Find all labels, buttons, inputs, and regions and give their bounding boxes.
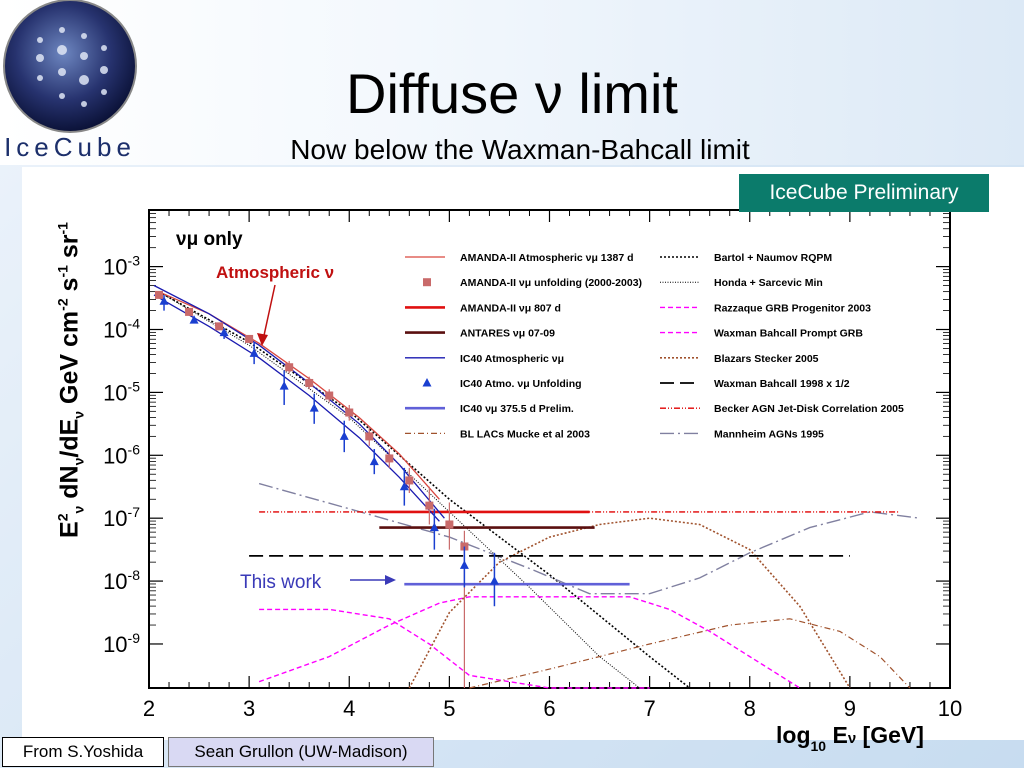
icecube-logo: IceCube <box>3 0 137 162</box>
legend-entry: Blazars Stecker 2005 <box>714 353 819 365</box>
ic40-unfold-point <box>399 481 409 491</box>
legend-entry: Mannheim AGNs 1995 <box>714 428 824 440</box>
page-title: Diffuse ν limit <box>346 62 678 125</box>
plot-background <box>22 167 1024 740</box>
x-tick-label: 5 <box>443 696 455 721</box>
curve-bartol <box>158 291 691 689</box>
amanda-unfold-point <box>285 363 294 372</box>
legend-entry: IC40 Atmospheric νμ <box>460 353 564 365</box>
curve-razzaque <box>259 608 650 689</box>
amanda-unfold-point <box>305 378 314 387</box>
ic40-unfold-point <box>309 403 319 412</box>
legend-entry: AMANDA-II Atmospheric νμ 1387 d <box>460 252 634 264</box>
amanda-unfold-point <box>325 391 334 400</box>
x-tick-label: 8 <box>744 696 756 721</box>
annotation-numu-only: νμ only <box>176 229 243 250</box>
amanda-unfold-point <box>345 408 354 417</box>
curve-wb_prompt <box>258 596 801 689</box>
x-axis-label: log10 Eν [GeV] <box>776 722 924 754</box>
slide-header <box>0 0 1024 165</box>
amanda-unfold-point <box>215 322 224 331</box>
legend-marker <box>423 278 431 287</box>
amanda-unfold-point <box>385 454 394 463</box>
y-axis-label: E2ν dNν/dEν GeV cm-2 s-1 sr-1 <box>54 222 87 538</box>
ic40-unfold-point <box>459 560 469 569</box>
legend-entry: Becker AGN Jet-Disk Correlation 2005 <box>714 403 904 415</box>
amanda-unfold-point <box>365 432 374 441</box>
y-tick-label: 10-4 <box>103 316 140 343</box>
page-subtitle: Now below the Waxman-Bahcall limit <box>290 134 750 165</box>
x-tick-label: 10 <box>938 696 962 721</box>
ic40-unfold-point <box>369 456 379 466</box>
x-tick-label: 2 <box>143 696 155 721</box>
ic40-unfold-point <box>249 348 259 357</box>
y-tick-label: 10-8 <box>103 567 140 594</box>
legend-entry: Honda + Sarcevic Min <box>714 277 823 289</box>
curve-honda <box>158 291 640 689</box>
preliminary-badge: IceCube Preliminary <box>739 174 989 212</box>
ic40-unfold-point <box>279 381 289 390</box>
y-tick-label: 10-7 <box>103 504 140 531</box>
curve-amanda-atmo <box>158 291 440 500</box>
atmospheric-arrow-line <box>262 284 276 341</box>
this-work-arrow-head <box>385 575 396 585</box>
annotation-this-work: This work <box>240 572 322 593</box>
legend-entry: IC40 νμ 375.5 d Prelim. <box>460 403 574 415</box>
x-tick-label: 4 <box>343 696 355 721</box>
amanda-unfold-point <box>155 290 164 299</box>
amanda-unfold-point <box>185 307 194 316</box>
curve-mannheim <box>258 482 921 595</box>
x-tick-label: 3 <box>243 696 255 721</box>
legend-entry: Razzaque GRB Progenitor 2003 <box>714 302 871 314</box>
logo-text: IceCube <box>4 132 136 162</box>
legend-entry: AMANDA-II νμ unfolding (2000-2003) <box>460 277 642 289</box>
curve-blazars <box>408 517 851 689</box>
ic40-unfold-point <box>219 327 229 337</box>
source-credit: From S.Yoshida <box>2 737 164 767</box>
amanda-unfold-point <box>445 520 454 529</box>
ic40-unfold-point <box>189 315 199 324</box>
y-tick-label: 10-5 <box>103 378 140 405</box>
amanda-unfold-point <box>405 476 414 485</box>
curve-ic40-atmo-lower <box>153 294 440 522</box>
y-tick-label: 10-6 <box>103 441 140 468</box>
curve-bl_lacs <box>469 618 911 689</box>
atmospheric-arrow-head <box>257 333 268 346</box>
x-tick-label: 6 <box>543 696 555 721</box>
legend-entry: Bartol + Naumov RQPM <box>714 252 832 264</box>
legend-entry: AMANDA-II νμ 807 d <box>460 302 561 314</box>
author-credit: Sean Grullon (UW-Madison) <box>168 737 434 767</box>
annotation-atmospheric: Atmospheric ν <box>216 263 334 282</box>
legend-entry: IC40 Atmo. νμ Unfolding <box>460 378 582 390</box>
legend-marker <box>422 378 432 387</box>
amanda-unfold-point <box>245 334 254 343</box>
legend-entry: ANTARES νμ 07-09 <box>460 328 555 340</box>
legend-entry: Waxman Bahcall Prompt GRB <box>714 328 863 340</box>
x-tick-label: 9 <box>844 696 856 721</box>
ic40-unfold-point <box>429 522 439 532</box>
ic40-unfold-point <box>339 431 349 440</box>
y-tick-label: 10-3 <box>103 253 140 280</box>
legend-entry: BL LACs Mucke et al 2003 <box>460 428 590 440</box>
legend-entry: Waxman Bahcall 1998 x 1/2 <box>714 378 850 390</box>
ic40-unfold-point <box>489 576 499 585</box>
y-tick-label: 10-9 <box>103 630 140 657</box>
x-tick-label: 7 <box>644 696 656 721</box>
amanda-unfold-point <box>425 501 434 510</box>
ic40-unfold-point <box>159 296 169 305</box>
